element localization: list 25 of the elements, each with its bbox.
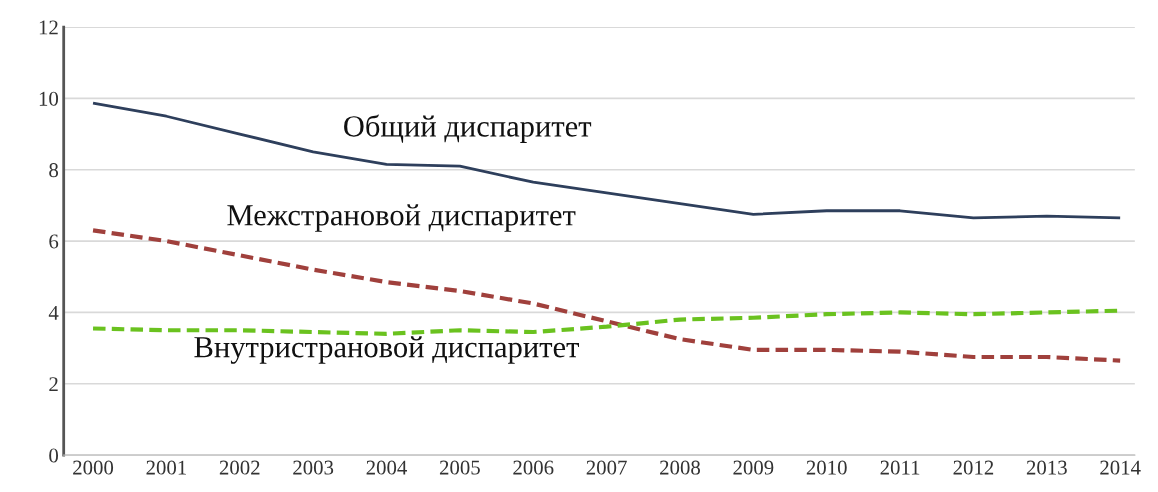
series-label: Межстрановой диспаритет [227,204,576,232]
x-tick-label: 2005 [439,460,480,475]
x-tick-label: 2010 [806,460,847,475]
y-tick-label: 8 [49,163,59,178]
x-tick-label: 2001 [146,460,186,475]
series-label: Внутристрановой диспаритет [194,336,580,364]
x-tick-label: 2002 [219,460,260,475]
y-tick-label: 6 [49,234,59,249]
x-tick-label: 2008 [660,460,701,475]
y-tick-label: 2 [49,377,58,391]
x-tick-label: 2009 [733,460,774,475]
x-tick-label: 2014 [1100,460,1141,475]
x-tick-label: 2013 [1026,460,1067,475]
x-tick-label: 2004 [366,460,408,475]
y-tick-label: 0 [49,448,59,463]
x-tick-label: 2007 [586,460,627,475]
y-tick-label: 10 [39,91,59,106]
series-label: Общий диспаритет [344,114,592,143]
x-tick-label: 2003 [293,460,334,475]
y-tick-label: 4 [48,305,59,320]
x-tick-label: 2006 [513,460,554,475]
x-tick-label: 2012 [953,460,994,475]
x-tick-label: 2000 [73,460,114,475]
y-tick-label: 12 [39,20,58,35]
x-tick-label: 2011 [880,460,920,475]
